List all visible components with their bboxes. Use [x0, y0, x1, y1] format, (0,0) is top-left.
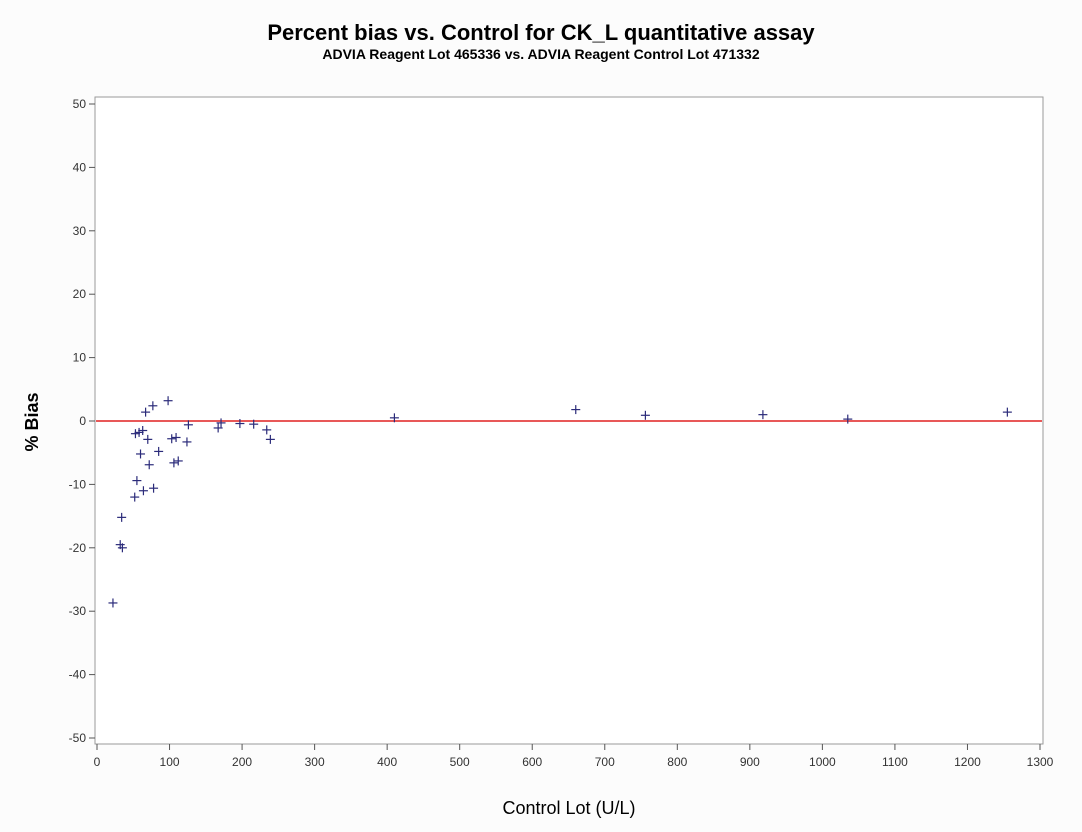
x-tick-label: 300	[305, 755, 325, 769]
data-point	[571, 405, 581, 415]
data-point	[173, 456, 183, 466]
data-point	[134, 427, 144, 437]
data-point	[136, 449, 146, 459]
data-point	[183, 420, 193, 430]
x-tick-label: 500	[450, 755, 470, 769]
x-tick-label: 1100	[882, 755, 908, 769]
data-point	[130, 429, 140, 439]
x-tick-label: 1200	[954, 755, 981, 769]
data-point	[758, 410, 768, 420]
x-tick-label: 1000	[809, 755, 836, 769]
x-axis-title: Control Lot (U/L)	[502, 798, 635, 818]
y-tick-label: 40	[73, 160, 87, 174]
data-point	[148, 401, 158, 411]
y-tick-label: 50	[73, 97, 87, 111]
x-tick-label: 800	[667, 755, 687, 769]
x-tick-label: 200	[232, 755, 252, 769]
data-point	[132, 476, 142, 486]
data-point	[843, 414, 853, 424]
data-point	[262, 425, 272, 435]
y-tick-label: 0	[79, 414, 86, 428]
y-axis-title: % Bias	[22, 392, 42, 451]
chart-subtitle: ADVIA Reagent Lot 465336 vs. ADVIA Reage…	[322, 46, 760, 62]
y-tick-label: 10	[73, 351, 87, 365]
data-point	[117, 512, 127, 522]
x-tick-label: 900	[740, 755, 760, 769]
data-point	[163, 396, 173, 406]
data-point	[138, 426, 148, 436]
x-axis: 0 100 200 300 400 500 600 700 800 900 1000 1100 1200…	[94, 744, 1054, 769]
data-point	[169, 458, 179, 468]
data-point	[182, 437, 192, 447]
data-point	[154, 446, 164, 456]
data-point	[171, 432, 181, 442]
y-axis: -50 -40 -30 -20 -10 0 10 20 30 40 50	[69, 97, 95, 745]
data-point	[216, 418, 226, 428]
y-tick-label: 30	[73, 224, 87, 238]
data-point	[235, 419, 245, 429]
data-point	[265, 434, 275, 444]
x-tick-label: 1300	[1027, 755, 1054, 769]
y-tick-label: -20	[69, 541, 87, 555]
data-point	[149, 483, 159, 493]
y-tick-label: -30	[69, 604, 87, 618]
data-point	[138, 486, 148, 496]
data-point	[130, 492, 140, 502]
x-tick-label: 600	[522, 755, 542, 769]
data-point	[108, 598, 118, 608]
data-point	[117, 543, 127, 553]
data-point	[249, 419, 259, 429]
x-tick-label: 700	[595, 755, 615, 769]
y-tick-label: -10	[69, 477, 87, 491]
x-tick-label: 0	[94, 755, 101, 769]
data-point	[167, 434, 177, 444]
data-point	[389, 413, 399, 423]
y-tick-label: -40	[69, 668, 87, 682]
data-point	[144, 460, 154, 470]
x-tick-label: 100	[160, 755, 180, 769]
y-tick-label: 20	[73, 287, 87, 301]
data-point	[640, 410, 650, 420]
data-point	[143, 434, 153, 444]
y-tick-label: -50	[69, 731, 87, 745]
x-tick-label: 400	[377, 755, 397, 769]
chart-title: Percent bias vs. Control for CK_L quanti…	[267, 20, 815, 45]
data-point	[141, 407, 151, 417]
data-points	[108, 396, 1012, 608]
data-point	[1002, 407, 1012, 417]
data-point	[213, 423, 223, 433]
